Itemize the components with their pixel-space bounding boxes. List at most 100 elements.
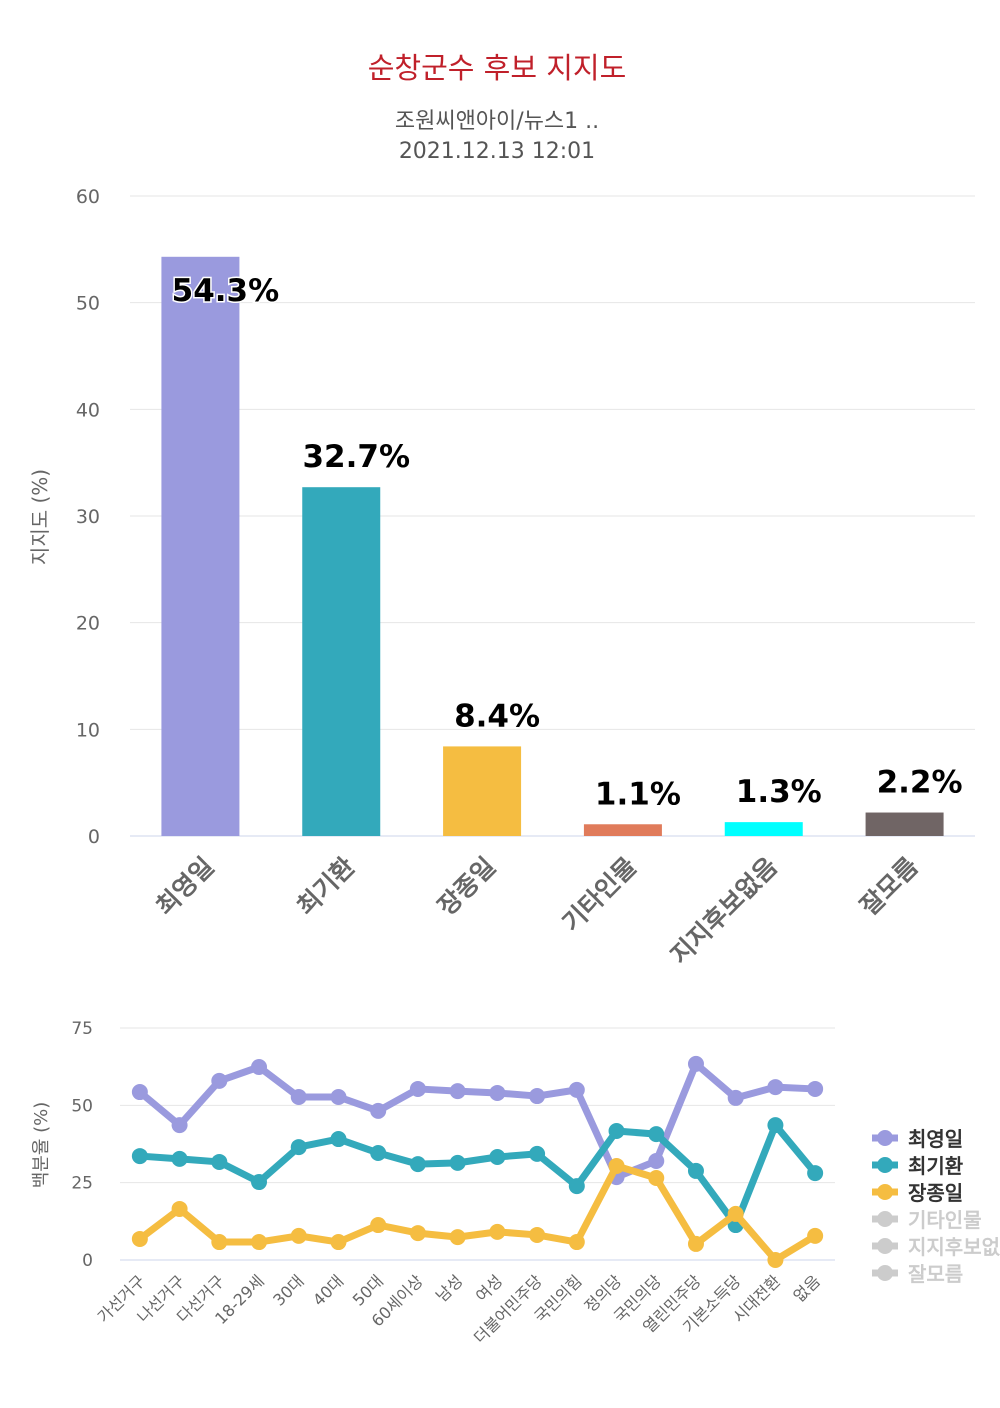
chart-datetime: 2021.12.13 12:01 xyxy=(399,139,595,164)
data-label: 1.3% xyxy=(736,774,822,810)
data-point xyxy=(171,1150,188,1167)
data-point xyxy=(648,1170,665,1187)
x-tick-label: 40대 xyxy=(309,1271,347,1309)
data-point xyxy=(489,1084,506,1101)
series-line xyxy=(139,1121,818,1229)
y-tick-label: 40 xyxy=(76,399,100,421)
data-point xyxy=(251,1234,268,1251)
legend-marker xyxy=(877,1130,893,1146)
y-tick-label: 60 xyxy=(76,186,100,208)
legend-label: 잘모름 xyxy=(908,1262,963,1286)
data-point xyxy=(807,1080,824,1097)
y-tick-label: 25 xyxy=(71,1174,93,1194)
y-tick-label: 75 xyxy=(71,1019,93,1039)
series-line xyxy=(137,1162,817,1264)
data-point xyxy=(449,1154,466,1171)
bar xyxy=(161,256,240,836)
data-label: 2.2% xyxy=(877,765,963,801)
data-point xyxy=(529,1145,546,1162)
data-point xyxy=(330,1234,347,1251)
data-point xyxy=(211,1153,228,1170)
x-tick-label: 장종일 xyxy=(432,852,501,921)
data-point xyxy=(330,1088,347,1105)
bar xyxy=(865,812,944,836)
data-label: 1.1% xyxy=(595,776,681,812)
legend-label: 기타인물 xyxy=(908,1208,982,1232)
data-point xyxy=(687,1055,704,1072)
data-point xyxy=(171,1200,188,1217)
legend-item[interactable]: 장종일 xyxy=(872,1181,963,1205)
x-tick-label: 최기환 xyxy=(291,852,360,921)
data-point xyxy=(608,1123,625,1140)
data-point xyxy=(687,1162,704,1179)
bar xyxy=(443,746,522,836)
x-tick-label: 남성 xyxy=(432,1271,466,1305)
data-point xyxy=(251,1174,268,1191)
data-point xyxy=(727,1205,744,1222)
data-point xyxy=(767,1117,784,1134)
data-point xyxy=(807,1227,824,1244)
data-point xyxy=(648,1126,665,1143)
data-point xyxy=(211,1234,228,1251)
data-label: 32.7% xyxy=(302,439,410,475)
y-tick-label: 10 xyxy=(76,719,100,741)
data-point xyxy=(648,1153,665,1170)
legend-item[interactable]: 최영일 xyxy=(872,1127,963,1151)
data-point xyxy=(131,1230,148,1247)
legend-item[interactable]: 지지후보없음 xyxy=(872,1235,1000,1259)
x-tick-label: 잘모름 xyxy=(855,852,924,921)
data-point xyxy=(290,1088,307,1105)
y-tick-label: 0 xyxy=(88,826,100,848)
legend-label: 최기환 xyxy=(908,1154,964,1178)
data-point xyxy=(489,1148,506,1165)
data-point xyxy=(131,1148,148,1165)
data-point xyxy=(807,1165,824,1182)
line-y-axis-title: 백분율 (%) xyxy=(31,1102,52,1189)
chart-subtitle: 조원씨앤아이/뉴스1 .. xyxy=(395,109,599,134)
x-tick-label: 여성 xyxy=(472,1271,506,1305)
legend-marker xyxy=(877,1211,893,1227)
y-tick-label: 0 xyxy=(82,1251,93,1271)
data-point xyxy=(171,1117,188,1134)
legend-item[interactable]: 잘모름 xyxy=(872,1262,963,1286)
data-label: 8.4% xyxy=(454,698,540,734)
data-point xyxy=(449,1229,466,1246)
bar xyxy=(302,487,381,836)
data-point xyxy=(568,1178,585,1195)
data-point xyxy=(568,1234,585,1251)
data-point xyxy=(687,1235,704,1252)
x-tick-label: 없음 xyxy=(790,1271,824,1305)
bar xyxy=(583,824,662,836)
data-point xyxy=(489,1223,506,1240)
legend-marker xyxy=(877,1184,893,1200)
legend-item[interactable]: 최기환 xyxy=(872,1154,964,1178)
data-label: 54.3% xyxy=(172,273,280,309)
data-point xyxy=(767,1079,784,1096)
data-point xyxy=(370,1217,387,1234)
legend-label: 최영일 xyxy=(908,1127,963,1151)
data-point xyxy=(370,1144,387,1161)
data-point xyxy=(529,1088,546,1105)
data-point xyxy=(330,1131,347,1148)
data-point xyxy=(211,1072,228,1089)
data-point xyxy=(449,1083,466,1100)
y-tick-label: 30 xyxy=(76,506,100,528)
legend-item[interactable]: 기타인물 xyxy=(872,1208,982,1232)
data-point xyxy=(370,1102,387,1119)
x-tick-label: 최영일 xyxy=(150,852,219,921)
y-tick-label: 20 xyxy=(76,613,100,635)
data-point xyxy=(727,1089,744,1106)
data-point xyxy=(409,1080,426,1097)
y-tick-label: 50 xyxy=(76,293,100,315)
y-tick-label: 50 xyxy=(71,1096,93,1116)
x-tick-label: 지지후보없음 xyxy=(665,852,783,970)
data-point xyxy=(767,1252,784,1268)
legend-marker xyxy=(877,1265,893,1281)
data-point xyxy=(568,1081,585,1098)
data-point xyxy=(529,1226,546,1243)
x-tick-label: 30대 xyxy=(269,1271,307,1309)
bar xyxy=(724,822,803,836)
data-point xyxy=(409,1225,426,1242)
